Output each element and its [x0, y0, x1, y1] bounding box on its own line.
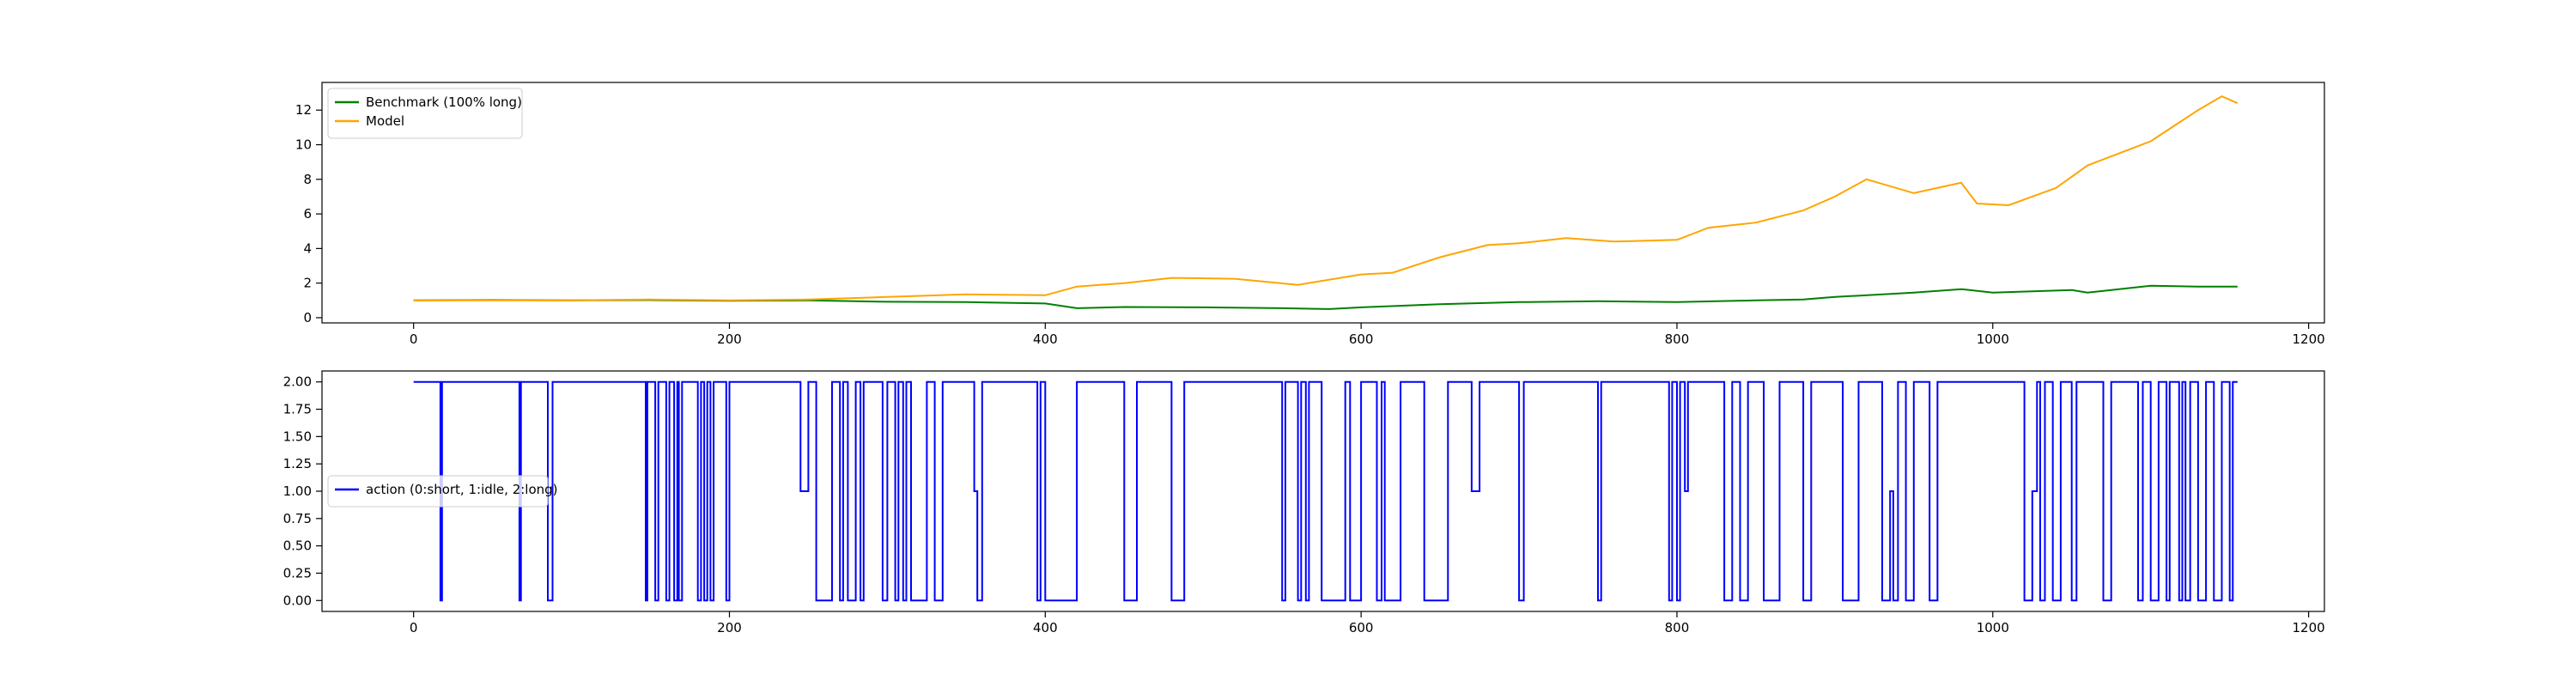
x-tick: 800: [1665, 611, 1690, 635]
x-tick-label: 600: [1349, 620, 1374, 635]
y-tick: 0.00: [283, 593, 322, 608]
y-tick: 0: [303, 310, 322, 325]
y-tick: 0.75: [283, 511, 322, 526]
x-tick: 600: [1349, 323, 1374, 347]
legend: action (0:short, 1:idle, 2:long): [327, 475, 558, 508]
x-tick-label: 400: [1033, 331, 1058, 347]
y-tick-label: 0.00: [283, 593, 312, 608]
x-tick-label: 400: [1033, 620, 1058, 635]
y-tick-label: 4: [303, 240, 312, 256]
y-tick-label: 1.00: [283, 483, 312, 499]
x-tick: 0: [410, 611, 418, 635]
x-tick: 400: [1033, 611, 1058, 635]
y-tick-label: 8: [303, 172, 312, 187]
y-tick: 1.25: [283, 456, 322, 471]
y-tick: 2: [303, 276, 322, 291]
x-tick-label: 1000: [1977, 331, 2009, 347]
plot-frame: [321, 82, 2325, 324]
x-tick-label: 200: [717, 620, 742, 635]
x-tick: 1200: [2293, 611, 2325, 635]
top-chart-panel: 0 200 400 600 800 1000 1200 0 2 4 6 8 10 12 Benchmark …: [295, 82, 2325, 347]
y-tick-label: 0: [303, 310, 312, 325]
y-tick-label: 2.00: [283, 374, 312, 390]
y-tick-label: 6: [303, 206, 312, 222]
x-tick: 400: [1033, 323, 1058, 347]
y-tick-label: 0.25: [283, 565, 312, 581]
y-tick: 1.75: [283, 402, 322, 417]
x-tick-label: 200: [717, 331, 742, 347]
y-tick: 6: [303, 206, 322, 222]
x-tick: 1000: [1977, 611, 2009, 635]
y-tick-label: 0.75: [283, 511, 312, 526]
legend: Benchmark (100% long) Model: [327, 88, 523, 139]
x-tick: 800: [1665, 323, 1690, 347]
x-tick-label: 1200: [2293, 331, 2325, 347]
legend-label: Model: [366, 113, 404, 129]
y-tick-label: 2: [303, 276, 312, 291]
x-tick: 0: [410, 323, 418, 347]
legend-label: Benchmark (100% long): [366, 94, 522, 110]
x-tick-label: 600: [1349, 331, 1374, 347]
y-tick: 4: [303, 240, 322, 256]
y-tick-label: 0.50: [283, 538, 312, 554]
x-tick-label: 1000: [1977, 620, 2009, 635]
y-tick-label: 10: [295, 137, 312, 153]
x-tick-label: 1200: [2293, 620, 2325, 635]
y-tick: 8: [303, 172, 322, 187]
x-tick-label: 800: [1665, 331, 1690, 347]
y-tick: 1.50: [283, 429, 322, 444]
series-line-0: [413, 284, 2238, 310]
x-tick: 1000: [1977, 323, 2009, 347]
y-tick: 1.00: [283, 483, 322, 499]
series-line-1: [413, 94, 2239, 301]
y-tick: 0.25: [283, 565, 322, 581]
y-tick: 10: [295, 137, 322, 153]
y-tick-label: 12: [295, 102, 312, 118]
y-tick-label: 1.50: [283, 429, 312, 444]
legend-label: action (0:short, 1:idle, 2:long): [366, 482, 558, 497]
legend-box: [327, 88, 523, 139]
x-tick: 600: [1349, 611, 1374, 635]
y-tick: 0.50: [283, 538, 322, 554]
y-tick: 12: [295, 102, 322, 118]
bottom-chart-panel: 0 200 400 600 800 1000 1200 0.00 0.25 0.50 0.75 1.0…: [283, 370, 2325, 635]
x-tick-label: 0: [410, 620, 418, 635]
x-tick: 1200: [2293, 323, 2325, 347]
y-tick-label: 1.75: [283, 402, 312, 417]
x-tick-label: 0: [410, 331, 418, 347]
series-line-0: [413, 380, 2238, 602]
y-tick: 2.00: [283, 374, 322, 390]
x-tick-label: 800: [1665, 620, 1690, 635]
x-tick: 200: [717, 611, 742, 635]
y-tick-label: 1.25: [283, 456, 312, 471]
x-tick: 200: [717, 323, 742, 347]
legend-box: [327, 475, 549, 508]
